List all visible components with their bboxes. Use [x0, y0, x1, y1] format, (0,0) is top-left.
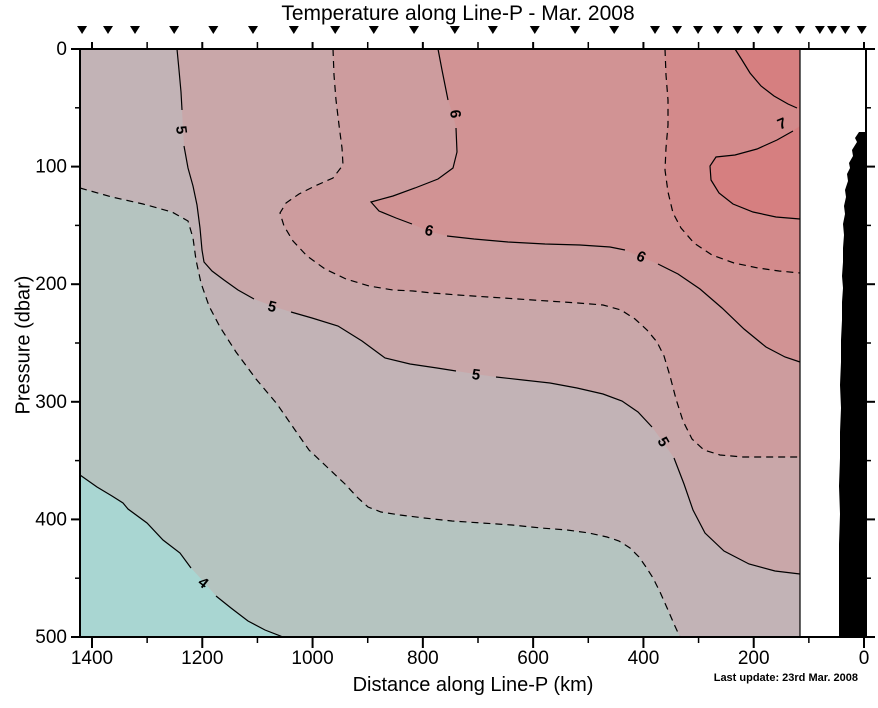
- isotherm-solid-6: [369, 127, 458, 225]
- x-tick-label: 800: [407, 648, 439, 669]
- station-marker: [449, 26, 460, 34]
- station-marker: [609, 26, 620, 34]
- isotherm-solid-6: [446, 235, 626, 251]
- y-tick-label: 100: [35, 157, 67, 178]
- temp-band-4-4.5: [80, 188, 680, 637]
- station-marker: [102, 26, 113, 34]
- station-marker: [827, 26, 838, 34]
- isotherm-dashed-4.5: [79, 187, 681, 638]
- y-axis-title: Pressure (dbar): [12, 275, 35, 415]
- x-tick-label: 1200: [181, 648, 223, 669]
- station-marker: [77, 26, 88, 34]
- x-tick-label: 200: [738, 648, 770, 669]
- station-marker: [248, 26, 259, 34]
- y-tick-label: 300: [35, 392, 67, 413]
- station-marker: [856, 26, 867, 34]
- last-update-note: Last update: 23rd Mar. 2008: [713, 672, 858, 684]
- station-marker: [529, 26, 540, 34]
- x-tick-label: 600: [517, 648, 549, 669]
- y-tick-label: 400: [35, 509, 67, 530]
- isotherm-solid-6: [657, 263, 801, 363]
- station-marker: [570, 26, 581, 34]
- station-marker: [409, 26, 420, 34]
- x-tick-label: 1000: [291, 648, 333, 669]
- station-marker: [208, 26, 219, 34]
- isotherm-solid-6: [437, 48, 449, 101]
- contour-label-6: 6: [423, 222, 435, 241]
- isotherm-solid-4: [215, 595, 284, 638]
- station-marker: [672, 26, 683, 34]
- station-marker: [487, 26, 498, 34]
- station-marker: [712, 26, 723, 34]
- station-marker: [330, 26, 341, 34]
- station-marker: [169, 26, 180, 34]
- station-marker: [693, 26, 704, 34]
- isotherm-solid-5: [495, 376, 653, 428]
- isotherm-solid-4: [79, 474, 192, 569]
- isotherm-solid-7: [709, 130, 801, 220]
- isotherm-solid-5: [290, 311, 457, 372]
- station-marker: [130, 26, 141, 34]
- coastline-bathymetry: [839, 132, 866, 637]
- contour-label-5: 5: [266, 298, 278, 317]
- chart-title: Temperature along Line-P - Mar. 2008: [281, 2, 635, 25]
- x-tick-label: 1400: [71, 648, 113, 669]
- contour-label-5: 5: [172, 125, 190, 135]
- isotherm-solid-5: [673, 457, 801, 575]
- isotherm-solid-5: [176, 48, 183, 111]
- station-marker: [772, 26, 783, 34]
- y-tick-label: 200: [35, 274, 67, 295]
- x-axis-title: Distance along Line-P (km): [352, 674, 594, 696]
- isotherm-solid-7: [734, 48, 798, 109]
- station-marker: [753, 26, 764, 34]
- station-marker: [288, 26, 299, 34]
- contour-label-5: 5: [471, 366, 482, 384]
- station-marker: [368, 26, 379, 34]
- contour-label-6: 6: [446, 109, 464, 119]
- y-tick-label: 0: [56, 39, 67, 60]
- temp-band-7-lens: [710, 126, 800, 219]
- temp-band-7-top: [735, 49, 800, 110]
- x-tick-label: 0: [859, 648, 870, 669]
- station-marker: [795, 26, 806, 34]
- station-marker: [840, 26, 851, 34]
- x-tick-label: 400: [628, 648, 660, 669]
- y-tick-label: 500: [35, 627, 67, 648]
- station-marker: [814, 26, 825, 34]
- station-marker: [650, 26, 661, 34]
- isotherm-solid-5: [183, 145, 255, 300]
- station-marker: [732, 26, 743, 34]
